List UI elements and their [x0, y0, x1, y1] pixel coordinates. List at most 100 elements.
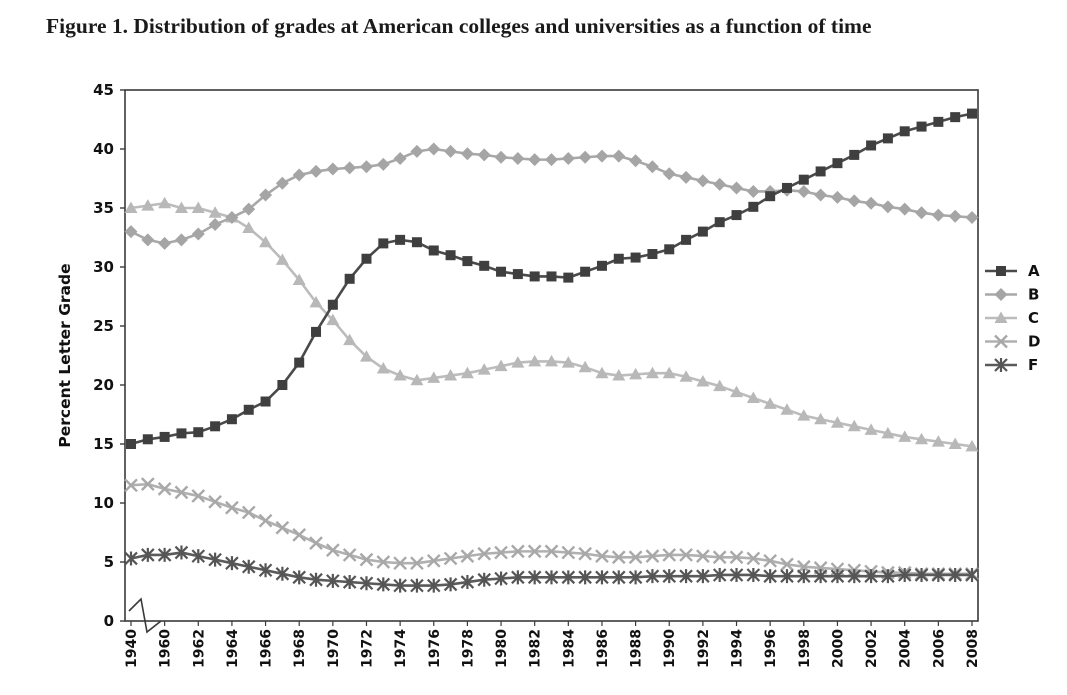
series-a-point	[580, 266, 591, 277]
series-c-point	[864, 423, 878, 435]
series-c-point	[326, 313, 340, 326]
series-a-point	[361, 253, 372, 264]
series-f-point	[712, 567, 727, 582]
series-b-point	[511, 151, 525, 165]
series-f-point	[124, 551, 138, 566]
series-c-line	[130, 201, 973, 448]
series-a-point	[916, 121, 927, 132]
series-f-point	[410, 578, 424, 593]
series-b-point	[444, 144, 458, 158]
series-f-point	[612, 570, 626, 585]
series-b-point	[359, 160, 373, 174]
x-tick-label: 1972	[359, 629, 375, 668]
series-d-point	[208, 494, 222, 509]
series-a-point	[159, 431, 170, 442]
series-d-point	[309, 536, 323, 550]
y-tick-label: 10	[93, 494, 114, 512]
x-tick-label: 1990	[662, 629, 678, 668]
y-tick-label: 45	[93, 81, 114, 99]
legend-f-label: F	[1028, 356, 1038, 374]
y-tick-label: 30	[93, 258, 114, 276]
series-d-point	[662, 548, 677, 562]
series-a-point	[126, 439, 136, 449]
x-tick-label: 1962	[191, 629, 207, 668]
series-d-point	[780, 557, 794, 572]
series-b-point	[326, 162, 340, 176]
series-d-point	[561, 545, 576, 560]
series-b-point	[915, 206, 929, 220]
series-d-point	[628, 550, 643, 565]
series-f-point	[342, 575, 357, 590]
series-a-point	[428, 245, 439, 256]
legend-d-marker	[994, 334, 1008, 349]
series-c-point	[292, 273, 306, 285]
series-d-point	[426, 553, 441, 568]
series-c-point	[259, 235, 273, 248]
figure-title: Figure 1. Distribution of grades at Amer…	[46, 14, 872, 38]
series-d-point	[746, 551, 761, 566]
series-a-point	[613, 253, 624, 264]
x-tick-label: 1970	[326, 629, 342, 668]
series-d-point	[225, 500, 239, 515]
series-b-point	[864, 196, 878, 210]
series-f-point	[225, 556, 239, 571]
series-b-point	[275, 176, 289, 190]
series-b-point	[578, 150, 592, 164]
series-f-point	[494, 571, 508, 586]
series-b-point	[477, 148, 491, 162]
series-b-point	[830, 190, 844, 204]
series-a-point	[950, 112, 961, 123]
series-c-point	[830, 416, 844, 428]
series-f-point	[241, 559, 256, 574]
x-tick-label: 1984	[561, 629, 577, 668]
series-c-point	[494, 359, 508, 372]
series-c-point	[578, 360, 592, 373]
legend-d-label: D	[1028, 333, 1040, 351]
series-a-point	[411, 237, 422, 248]
series-f-point	[544, 570, 559, 585]
series-b-point	[898, 202, 912, 216]
series-f-point	[157, 547, 172, 562]
series-f-point	[780, 569, 794, 584]
legend-a-marker	[996, 266, 1006, 276]
y-tick-label: 20	[93, 376, 114, 394]
series-c-point	[275, 253, 289, 265]
series-c-point	[309, 295, 323, 308]
series-a-point	[260, 396, 271, 407]
series-c-point	[477, 363, 491, 375]
series-d-point	[712, 550, 727, 565]
series-f-point	[595, 570, 609, 585]
series-d-point	[595, 549, 609, 563]
series-d-point	[124, 478, 138, 493]
series-f-point	[561, 570, 576, 585]
series-b-point	[376, 157, 390, 171]
series-c-point	[444, 369, 458, 381]
series-f-point	[813, 569, 828, 584]
series-c-point	[427, 371, 441, 383]
legend-a-label: A	[1028, 262, 1040, 280]
series-f-point	[527, 570, 542, 585]
series-b-point	[746, 184, 760, 198]
series-c-point	[730, 385, 744, 398]
series-b-point	[847, 194, 861, 208]
series-b-point	[141, 233, 155, 247]
series-a-point	[647, 249, 658, 260]
series-b-point	[561, 151, 575, 165]
series-c-point	[460, 366, 474, 379]
series-a-point	[697, 226, 708, 237]
series-d-point	[325, 543, 340, 558]
series-c-point	[174, 201, 188, 213]
series-a-point	[798, 174, 809, 185]
series-a-point	[243, 404, 254, 415]
series-a-point	[866, 140, 877, 151]
series-f-point	[174, 545, 189, 560]
x-tick-label: 1976	[427, 629, 443, 668]
x-tick-label: 1978	[460, 629, 476, 668]
series-c-point	[612, 369, 626, 381]
series-b-point	[528, 153, 542, 167]
series-d-point	[241, 505, 256, 520]
series-b-point	[645, 160, 659, 174]
series-f-point	[309, 572, 323, 587]
x-tick-label: 1974	[393, 629, 409, 668]
series-a-point	[327, 299, 338, 310]
